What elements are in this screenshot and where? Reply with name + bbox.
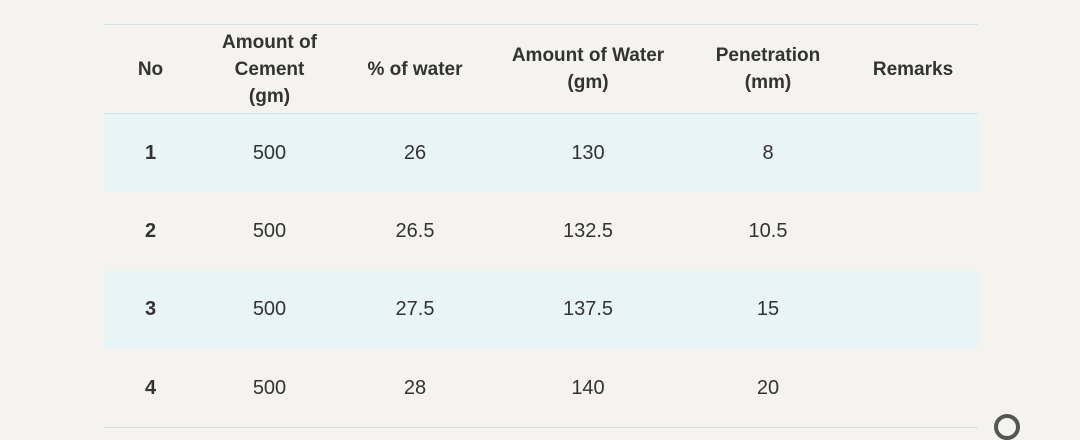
cell-water-gm: 132.5 [562, 219, 614, 242]
cell-water-percent: 26.5 [395, 219, 435, 242]
cell-cement: 500 [252, 219, 287, 242]
data-table-container: No Amount of Cement (gm) % of water Amou… [104, 24, 978, 428]
cell-remarks [848, 271, 978, 350]
cell-no: 1 [144, 141, 157, 164]
cell-remarks [848, 192, 978, 271]
consistency-test-table: No Amount of Cement (gm) % of water Amou… [104, 24, 978, 428]
cell-no: 4 [144, 376, 157, 399]
cell-water-gm: 130 [571, 141, 605, 164]
cell-cement: 500 [252, 298, 287, 321]
table-row: 4 500 28 140 20 [104, 349, 978, 428]
header-amount-of-water: Amount of Water (gm) [511, 45, 665, 93]
circle-icon [994, 414, 1020, 440]
cell-water-percent: 26 [403, 141, 427, 164]
header-percent-of-water: % of water [367, 58, 463, 80]
cell-water-percent: 28 [403, 376, 427, 399]
table-row: 2 500 26.5 132.5 10.5 [104, 192, 978, 271]
cell-no: 3 [144, 298, 157, 321]
cell-penetration: 8 [762, 141, 774, 164]
header-no: No [137, 58, 164, 80]
table-header-row: No Amount of Cement (gm) % of water Amou… [104, 24, 978, 114]
cell-water-gm: 137.5 [562, 298, 614, 321]
header-remarks: Remarks [872, 58, 954, 80]
cell-penetration: 20 [756, 376, 780, 399]
cell-cement: 500 [252, 141, 287, 164]
cell-no: 2 [144, 219, 157, 242]
cell-water-gm: 140 [571, 376, 605, 399]
cell-cement: 500 [252, 376, 287, 399]
header-penetration: Penetration (mm) [715, 45, 821, 93]
cell-remarks [848, 349, 978, 428]
table-row: 3 500 27.5 137.5 15 [104, 270, 978, 350]
cell-penetration: 10.5 [748, 219, 788, 242]
cell-penetration: 15 [756, 298, 780, 321]
cell-remarks [848, 114, 978, 193]
table-row: 1 500 26 130 8 [104, 113, 978, 193]
header-amount-of-cement: Amount of Cement (gm) [222, 31, 317, 107]
cell-water-percent: 27.5 [395, 298, 435, 321]
